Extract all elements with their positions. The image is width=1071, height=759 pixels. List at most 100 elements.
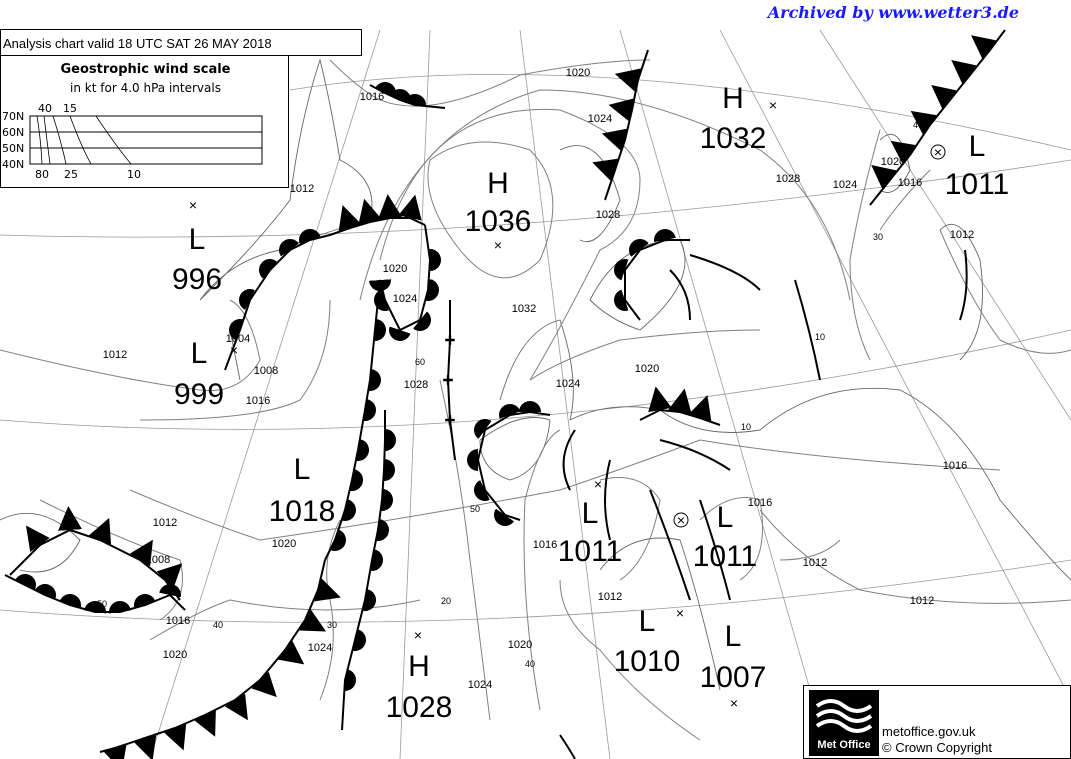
wind-scale-graph: 40 15 80 25 10 70N 60N 50N 40N [2,102,263,181]
svg-text:1020: 1020 [163,649,187,661]
svg-text:1024: 1024 [308,642,332,654]
cold-front-atlantic [9,506,183,601]
occluded-greenland-north [369,82,446,109]
cold-front-norway [592,49,649,201]
svg-text:L: L [294,453,311,486]
svg-text:10: 10 [741,422,751,432]
svg-text:1024: 1024 [468,679,492,691]
met-office-credit: Met Office metoffice.gov.uk © Crown Copy… [803,685,1071,759]
svg-text:1012: 1012 [153,517,177,529]
svg-text:1018: 1018 [269,495,336,528]
svg-text:1010: 1010 [614,645,681,678]
svg-text:30: 30 [873,232,883,242]
lat-50n: 50N [2,142,24,155]
svg-text:L: L [189,223,206,256]
chart-title: Analysis chart valid 18 UTC SAT 26 MAY 2… [0,29,362,56]
lat-60n: 60N [2,126,24,139]
trough-line [443,300,456,461]
svg-text:×: × [677,512,685,528]
svg-text:×: × [769,97,777,113]
svg-text:996: 996 [172,263,222,296]
svg-text:1020: 1020 [635,363,659,375]
svg-text:50: 50 [470,504,480,514]
wind-scale-title: Geostrophic wind scale [60,62,231,77]
svg-text:1007: 1007 [700,661,767,694]
svg-text:1012: 1012 [910,595,934,607]
occluded-front-mid [341,410,396,731]
svg-text:1020: 1020 [566,67,590,79]
svg-text:1016: 1016 [943,460,967,472]
svg-text:1011: 1011 [945,168,1010,201]
svg-text:20: 20 [441,596,451,606]
svg-text:1028: 1028 [404,379,428,391]
svg-text:×: × [230,342,238,358]
svg-text:×: × [414,627,422,643]
svg-text:1024: 1024 [833,179,857,191]
svg-text:1032: 1032 [512,303,536,315]
svg-text:H: H [487,167,509,200]
svg-text:×: × [730,695,738,711]
low-1010: L 1010 [614,605,681,678]
website-link[interactable]: metoffice.gov.uk [882,724,976,739]
svg-text:10: 10 [815,332,825,342]
svg-text:40: 40 [213,620,223,630]
svg-text:H: H [722,82,744,115]
warm-front-scandinavia [614,229,690,321]
svg-text:L: L [582,497,599,530]
svg-text:40: 40 [913,120,923,130]
high-1028: H 1028 [386,650,453,724]
svg-text:1020: 1020 [272,538,296,550]
svg-text:1011: 1011 [693,540,758,573]
svg-text:1012: 1012 [803,557,827,569]
warm-front-atlantic [4,574,186,614]
svg-text:×: × [934,144,942,160]
warm-front [224,229,331,371]
svg-text:1020: 1020 [881,156,905,168]
centre-markers: × × × × × × × × × × [189,97,946,711]
svg-text:1028: 1028 [386,691,453,724]
geostrophic-wind-scale: Geostrophic wind scale in kt for 4.0 hPa… [0,56,289,188]
svg-text:1016: 1016 [748,497,772,509]
svg-text:1008: 1008 [146,554,170,566]
fronts [4,29,1006,759]
svg-text:×: × [189,197,197,213]
svg-text:×: × [594,476,602,492]
svg-text:1028: 1028 [776,173,800,185]
svg-text:1020: 1020 [383,263,407,275]
low-996: L 996 [172,223,222,296]
svg-text:1016: 1016 [246,395,270,407]
lat-40n: 40N [2,158,24,171]
isobar-labels: 1020 1016 1024 1028 1024 1020 1016 1012 … [103,67,974,691]
svg-text:1016: 1016 [533,539,557,551]
wind-labels: 40 30 10 60 50 20 30 40 40 50 10 [97,120,923,669]
low-1018: L 1018 [269,453,336,528]
svg-text:1028: 1028 [596,209,620,221]
svg-text:L: L [717,501,734,534]
svg-text:30: 30 [327,620,337,630]
svg-text:×: × [676,605,684,621]
svg-text:L: L [191,337,208,370]
archive-credit: Archived by www.wetter3.de [767,3,1019,22]
wind-scale-subtitle: in kt for 4.0 hPa intervals [70,81,221,95]
svg-text:1024: 1024 [393,293,417,305]
cold-front [329,194,426,236]
svg-text:1016: 1016 [898,177,922,189]
low-1007: L 1007 [700,620,767,694]
svg-text:1012: 1012 [598,591,622,603]
low-999: L 999 [174,337,224,411]
svg-text:1016: 1016 [166,615,190,627]
svg-text:1004: 1004 [226,333,250,345]
svg-text:1036: 1036 [465,205,532,238]
occluded-front [324,224,441,561]
svg-text:50: 50 [97,599,107,609]
svg-text:60: 60 [415,357,425,367]
lat-70n: 70N [2,110,24,123]
scale-label-25: 25 [64,168,78,181]
high-1032: H 1032 [700,82,767,155]
low-1011-italy: L 1011 [693,501,758,573]
svg-text:1024: 1024 [556,378,580,390]
svg-text:1012: 1012 [103,349,127,361]
high-1036: H 1036 [465,167,532,238]
copyright: © Crown Copyright [882,740,993,755]
